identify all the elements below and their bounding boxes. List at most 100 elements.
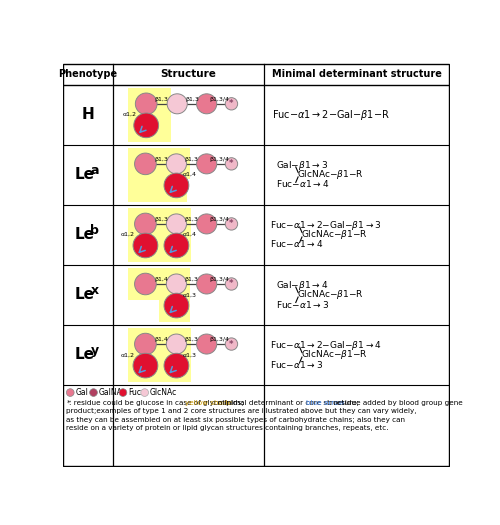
Circle shape	[196, 154, 216, 174]
Text: Fuc$-\alpha$1$\rightarrow$2$-$Gal$-\beta$1$-$R: Fuc$-\alpha$1$\rightarrow$2$-$Gal$-\beta…	[272, 108, 390, 122]
Text: Gal: Gal	[76, 388, 88, 397]
Text: Fuc: Fuc	[128, 388, 141, 397]
Text: Fuc$-\alpha$1$\rightarrow$4: Fuc$-\alpha$1$\rightarrow$4	[270, 238, 324, 249]
Circle shape	[141, 388, 148, 396]
Text: Structure: Structure	[160, 69, 216, 79]
Text: x: x	[90, 285, 98, 298]
Text: β1,3: β1,3	[185, 97, 199, 101]
Text: α1,2: α1,2	[120, 352, 134, 358]
Text: β1,3: β1,3	[154, 217, 168, 222]
Circle shape	[134, 213, 156, 235]
Text: GlcNAc$-\beta$1$-$R: GlcNAc$-\beta$1$-$R	[298, 168, 364, 181]
Text: α1,3: α1,3	[182, 292, 196, 297]
Text: as they can be assembled on at least six possible types of carbohydrate chains; : as they can be assembled on at least six…	[66, 416, 406, 423]
Circle shape	[196, 214, 216, 234]
Circle shape	[133, 353, 158, 378]
Text: *: *	[229, 160, 234, 169]
Text: β1,3/4: β1,3/4	[209, 337, 229, 342]
Circle shape	[166, 214, 186, 234]
Text: Fuc$-\alpha$1$\rightarrow$2$-$Gal$-\beta$1$\rightarrow$4: Fuc$-\alpha$1$\rightarrow$2$-$Gal$-\beta…	[270, 339, 382, 352]
Text: : residue added by blood group gene: : residue added by blood group gene	[330, 400, 463, 406]
Circle shape	[226, 338, 237, 350]
Text: reside on a variety of protein or lipid glycan structures containing branches, r: reside on a variety of protein or lipid …	[66, 425, 389, 431]
Text: GlcNAc$-\beta$1$-$R: GlcNAc$-\beta$1$-$R	[301, 348, 368, 361]
Text: GlcNAc$-\beta$1$-$R: GlcNAc$-\beta$1$-$R	[298, 288, 364, 301]
Bar	[128, 328, 191, 382]
Text: product;examples of type 1 and 2 core structures are illustrated above but they : product;examples of type 1 and 2 core st…	[66, 408, 417, 414]
Text: Gal$-\beta$1$\rightarrow$3: Gal$-\beta$1$\rightarrow$3	[276, 159, 328, 172]
Text: α1,2: α1,2	[123, 112, 137, 117]
Circle shape	[167, 94, 188, 114]
Circle shape	[119, 388, 127, 396]
Bar	[128, 208, 191, 261]
Circle shape	[134, 273, 156, 295]
Bar	[158, 163, 186, 202]
Text: : minimal determinant or core structure;: : minimal determinant or core structure;	[212, 400, 361, 406]
Text: β1,3/4: β1,3/4	[209, 277, 229, 282]
Circle shape	[226, 278, 237, 290]
Circle shape	[164, 233, 189, 258]
Text: blue arrow: blue arrow	[306, 400, 345, 406]
Text: Fuc$-\alpha$1$\rightarrow$4: Fuc$-\alpha$1$\rightarrow$4	[276, 178, 329, 190]
Bar	[158, 285, 190, 322]
Circle shape	[133, 233, 158, 258]
Text: Le: Le	[74, 167, 94, 182]
Text: β1,4: β1,4	[154, 277, 168, 282]
Text: Gal$-\beta$1$\rightarrow$4: Gal$-\beta$1$\rightarrow$4	[276, 279, 328, 292]
Text: yellow shade: yellow shade	[186, 400, 232, 406]
Text: β1,3: β1,3	[184, 217, 198, 222]
Circle shape	[164, 173, 189, 198]
Text: b: b	[90, 224, 99, 237]
Text: Le: Le	[74, 227, 94, 242]
Text: α1,2: α1,2	[120, 232, 134, 237]
Text: β1,3: β1,3	[155, 97, 168, 101]
Circle shape	[226, 158, 237, 170]
Circle shape	[166, 334, 186, 354]
Text: *: *	[66, 400, 70, 406]
Text: : residue could be glucose in case of glycolipids;: : residue could be glucose in case of gl…	[68, 400, 246, 406]
Text: *: *	[229, 99, 234, 108]
Text: α1,4: α1,4	[182, 232, 196, 237]
Circle shape	[134, 113, 158, 138]
Circle shape	[134, 333, 156, 355]
Text: GlcNAc$-\beta$1$-$R: GlcNAc$-\beta$1$-$R	[301, 228, 368, 241]
Circle shape	[196, 274, 216, 294]
Bar	[128, 268, 190, 300]
Text: β1,3: β1,3	[184, 277, 198, 282]
Bar	[128, 148, 170, 202]
Text: β1,3/4: β1,3/4	[209, 97, 229, 101]
Circle shape	[164, 293, 189, 318]
Text: a: a	[90, 164, 99, 177]
Circle shape	[66, 388, 74, 396]
Text: β1,3/4: β1,3/4	[209, 217, 229, 222]
Bar	[128, 148, 190, 178]
Circle shape	[164, 353, 189, 378]
Circle shape	[226, 218, 237, 230]
Circle shape	[136, 93, 157, 114]
Circle shape	[90, 388, 98, 396]
Text: β1,3/4: β1,3/4	[209, 156, 229, 162]
Circle shape	[134, 153, 156, 175]
Text: GalNAc: GalNAc	[99, 388, 127, 397]
Text: y: y	[90, 344, 98, 358]
Text: Le: Le	[74, 287, 94, 302]
Circle shape	[196, 334, 216, 354]
Circle shape	[226, 98, 237, 110]
Text: H: H	[82, 107, 94, 122]
Text: *: *	[229, 279, 234, 289]
Text: Fuc$-\alpha$1$\rightarrow$2$-$Gal$-\beta$1$\rightarrow$3: Fuc$-\alpha$1$\rightarrow$2$-$Gal$-\beta…	[270, 219, 382, 232]
Text: Phenotype: Phenotype	[58, 69, 117, 79]
Text: *: *	[229, 340, 234, 349]
Text: *: *	[229, 219, 234, 228]
Text: β1,4: β1,4	[154, 337, 168, 342]
Circle shape	[166, 274, 186, 294]
Text: Minimal determinant structure: Minimal determinant structure	[272, 69, 442, 79]
Text: Le: Le	[74, 348, 94, 362]
Bar	[128, 88, 171, 142]
Text: GlcNAc: GlcNAc	[150, 388, 178, 397]
Text: β1,3: β1,3	[154, 156, 168, 162]
Text: Fuc$-\alpha$1$\rightarrow$3: Fuc$-\alpha$1$\rightarrow$3	[270, 359, 324, 370]
Circle shape	[166, 154, 186, 174]
Text: β1,3: β1,3	[184, 156, 198, 162]
Text: α1,3: α1,3	[182, 352, 196, 358]
